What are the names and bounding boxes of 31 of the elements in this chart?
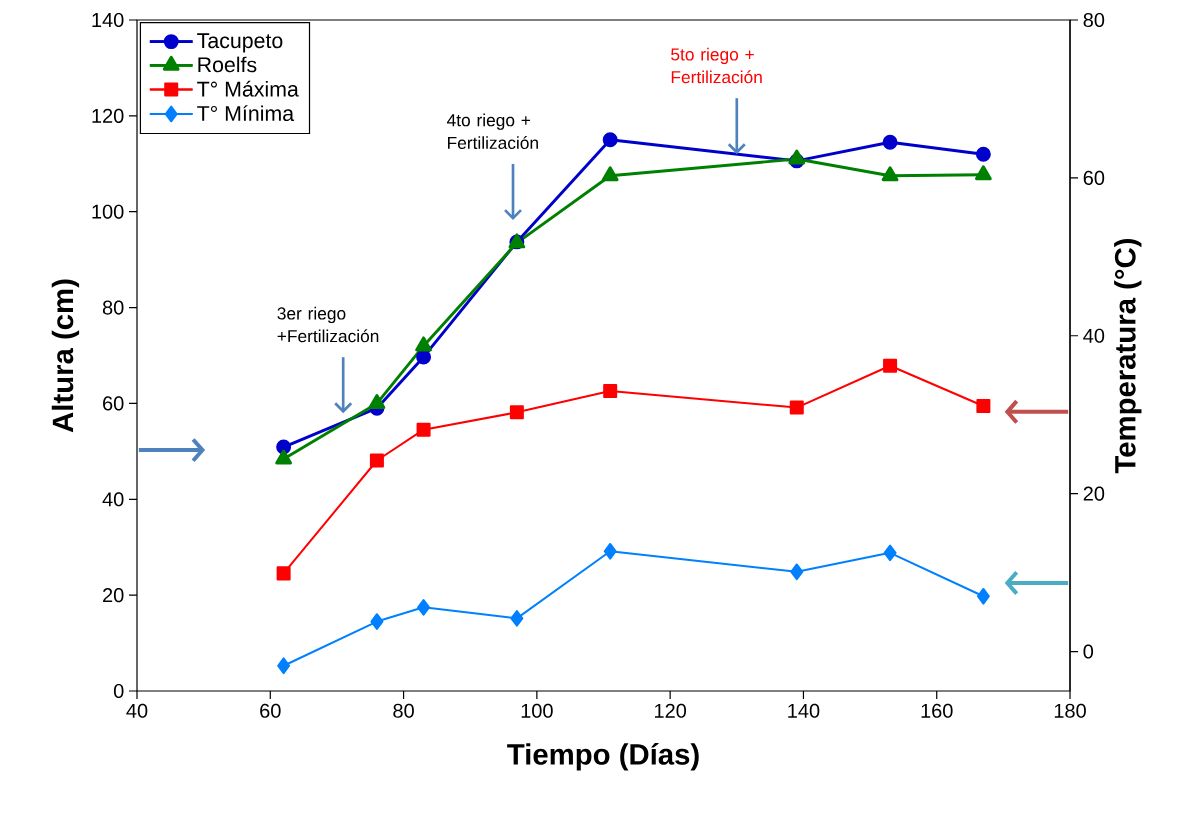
y2-axis-title: Temperatura (°C) (1114, 238, 1142, 474)
x-tick-label: 180 (1054, 703, 1086, 718)
y-tick-label: 40 (102, 492, 124, 507)
x-tick-label: 120 (654, 703, 687, 718)
x-tick-label: 160 (921, 703, 953, 718)
x-tick-label: 40 (126, 703, 148, 718)
y-tick-label: 120 (92, 108, 124, 123)
y2-tick-label: 80 (1083, 12, 1105, 28)
legend-label: T° Mínima (197, 105, 295, 122)
x-tick-label: 140 (788, 703, 820, 718)
legend-label: T° Máxima (197, 80, 299, 97)
annotation: 3er riego +Fertilización (277, 306, 379, 343)
x-axis-title: Tiempo (Días) (507, 743, 699, 771)
y2-tick-label: 60 (1083, 170, 1105, 185)
x-tick-label: 80 (393, 703, 414, 718)
y2-tick-label: 0 (1083, 644, 1094, 659)
annotation: 5to riego + Fertilización (671, 47, 762, 84)
y2-tick-label: 40 (1083, 328, 1105, 343)
y-tick-label: 140 (92, 12, 124, 28)
y-axis-title: Altura (cm) (51, 279, 80, 433)
legend-label: Roelfs (198, 56, 257, 73)
y-tick-label: 100 (92, 204, 124, 219)
x-tick-label: 100 (521, 703, 553, 718)
annotation: 4to riego + Fertilización (447, 113, 538, 150)
legend-label: Tacupeto (197, 33, 283, 53)
x-tick-label: 60 (260, 703, 281, 718)
y-tick-label: 0 (113, 683, 124, 699)
y-tick-label: 80 (102, 300, 124, 315)
y-tick-label: 20 (103, 588, 124, 603)
y2-tick-label: 20 (1083, 486, 1105, 501)
y-tick-label: 60 (103, 396, 124, 411)
